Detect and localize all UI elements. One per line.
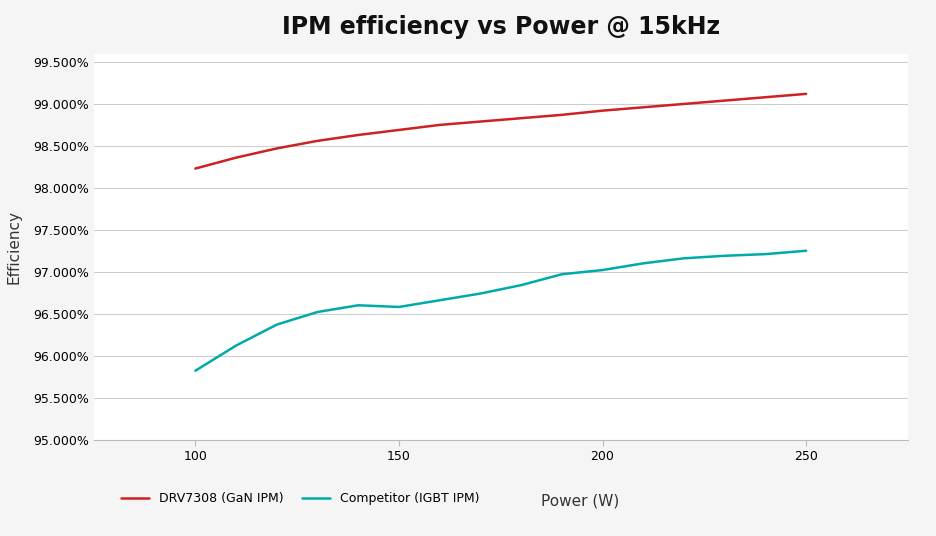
Line: DRV7308 (GaN IPM): DRV7308 (GaN IPM) <box>196 94 806 168</box>
Competitor (IGBT IPM) <box>434 297 446 303</box>
Text: Power (W): Power (W) <box>541 494 620 509</box>
DRV7308 (GaN IPM) <box>597 107 608 114</box>
DRV7308 (GaN IPM) <box>393 126 404 133</box>
Competitor (IGBT IPM) <box>230 343 241 349</box>
Competitor (IGBT IPM) <box>556 271 567 278</box>
Legend: DRV7308 (GaN IPM), Competitor (IGBT IPM): DRV7308 (GaN IPM), Competitor (IGBT IPM) <box>116 487 484 510</box>
DRV7308 (GaN IPM) <box>516 115 527 122</box>
DRV7308 (GaN IPM) <box>475 118 486 125</box>
DRV7308 (GaN IPM) <box>230 154 241 161</box>
DRV7308 (GaN IPM) <box>719 98 730 104</box>
DRV7308 (GaN IPM) <box>637 104 649 110</box>
Competitor (IGBT IPM) <box>719 252 730 259</box>
Title: IPM efficiency vs Power @ 15kHz: IPM efficiency vs Power @ 15kHz <box>282 15 720 39</box>
DRV7308 (GaN IPM) <box>679 101 690 107</box>
DRV7308 (GaN IPM) <box>800 91 812 97</box>
Competitor (IGBT IPM) <box>637 260 649 266</box>
DRV7308 (GaN IPM) <box>556 111 567 118</box>
DRV7308 (GaN IPM) <box>190 165 201 172</box>
Competitor (IGBT IPM) <box>800 248 812 254</box>
DRV7308 (GaN IPM) <box>312 138 323 144</box>
Competitor (IGBT IPM) <box>760 251 771 257</box>
Line: Competitor (IGBT IPM): Competitor (IGBT IPM) <box>196 251 806 371</box>
Competitor (IGBT IPM) <box>679 255 690 262</box>
DRV7308 (GaN IPM) <box>434 122 446 128</box>
Competitor (IGBT IPM) <box>271 322 283 328</box>
DRV7308 (GaN IPM) <box>760 94 771 100</box>
Competitor (IGBT IPM) <box>597 267 608 273</box>
Competitor (IGBT IPM) <box>353 302 364 309</box>
Y-axis label: Efficiency: Efficiency <box>7 210 22 284</box>
Competitor (IGBT IPM) <box>190 368 201 374</box>
DRV7308 (GaN IPM) <box>271 145 283 152</box>
Competitor (IGBT IPM) <box>475 291 486 297</box>
Competitor (IGBT IPM) <box>393 304 404 310</box>
Competitor (IGBT IPM) <box>516 282 527 288</box>
Competitor (IGBT IPM) <box>312 309 323 315</box>
DRV7308 (GaN IPM) <box>353 132 364 138</box>
